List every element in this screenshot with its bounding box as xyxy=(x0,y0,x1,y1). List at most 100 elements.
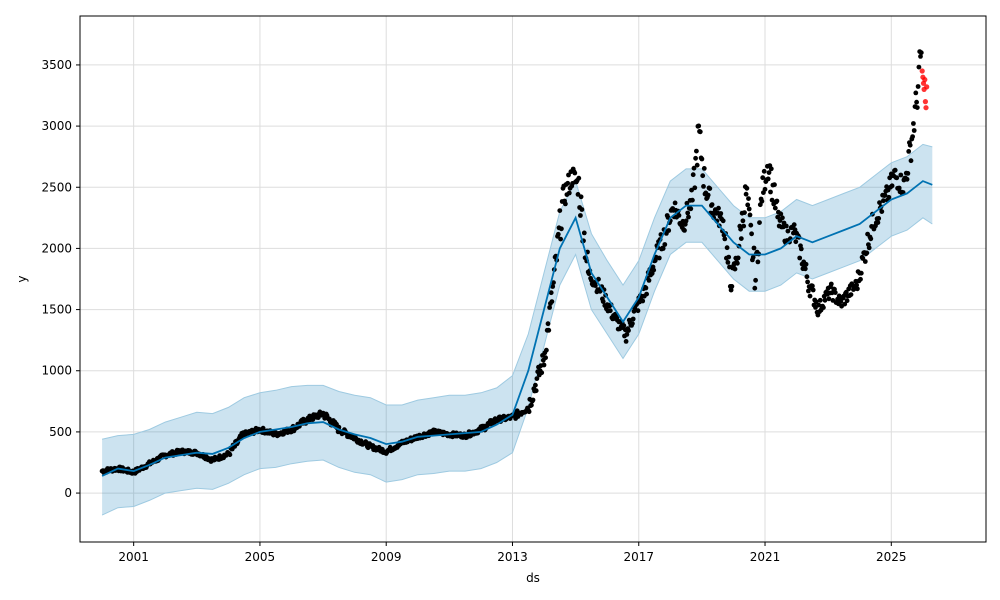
observed-point xyxy=(626,328,631,333)
observed-point xyxy=(725,260,731,265)
observed-point xyxy=(646,278,652,283)
observed-point xyxy=(607,308,613,314)
observed-point xyxy=(804,274,810,280)
observed-point xyxy=(768,166,774,172)
holdout-point xyxy=(922,77,928,83)
observed-point xyxy=(682,228,687,233)
observed-point xyxy=(894,175,900,181)
y-axis-ticks: 0 500 1000 1500 2000 2500 3000 3500 xyxy=(41,58,80,500)
observed-point xyxy=(656,255,662,261)
observed-point xyxy=(551,280,556,285)
y-tick-label: 1500 xyxy=(41,303,72,317)
y-tick-label: 3500 xyxy=(41,58,72,72)
observed-point xyxy=(600,299,606,304)
y-tick-label: 3000 xyxy=(41,119,72,133)
observed-point xyxy=(547,305,552,310)
holdout-points xyxy=(919,68,930,111)
observed-point xyxy=(904,176,910,182)
observed-point xyxy=(545,321,551,327)
observed-point xyxy=(529,402,534,408)
x-tick-label: 2005 xyxy=(245,550,276,564)
observed-point xyxy=(534,376,540,381)
x-axis-ticks: 2001 2005 2009 2013 2017 2021 2025 xyxy=(118,542,907,564)
observed-point xyxy=(748,222,754,228)
observed-point xyxy=(592,283,598,288)
observed-point xyxy=(738,236,744,242)
observed-point xyxy=(635,308,641,314)
observed-point xyxy=(544,347,549,353)
observed-point xyxy=(896,185,902,191)
observed-point xyxy=(778,211,784,217)
observed-point xyxy=(685,210,691,216)
observed-point xyxy=(848,292,854,297)
observed-point xyxy=(844,298,850,304)
observed-point xyxy=(761,168,767,174)
observed-point xyxy=(911,121,916,126)
forecast-line-group xyxy=(101,180,933,477)
observed-point xyxy=(722,236,728,242)
observed-point xyxy=(828,281,834,287)
observed-point xyxy=(672,200,678,206)
observed-point xyxy=(735,260,740,266)
observed-point xyxy=(762,186,768,192)
observed-point xyxy=(724,245,730,251)
observed-point xyxy=(876,216,882,221)
observed-point xyxy=(821,305,826,310)
observed-point xyxy=(716,205,721,211)
x-tick-label: 2013 xyxy=(497,550,528,564)
observed-point xyxy=(892,167,898,173)
observed-point xyxy=(684,200,690,206)
observed-point xyxy=(866,245,872,251)
y-tick-label: 1000 xyxy=(41,364,72,378)
observed-point xyxy=(862,259,868,264)
observed-point xyxy=(780,215,785,221)
observed-point xyxy=(726,254,732,260)
observed-point xyxy=(630,321,635,326)
observed-point xyxy=(855,286,860,292)
x-axis-label: ds xyxy=(526,571,540,585)
observed-point xyxy=(630,316,636,322)
observed-point xyxy=(879,209,885,215)
observed-point xyxy=(751,245,757,251)
x-tick-label: 2009 xyxy=(371,550,402,564)
observed-point xyxy=(566,190,572,196)
observed-point xyxy=(882,192,888,198)
observed-point xyxy=(877,200,882,206)
observed-point xyxy=(559,226,564,232)
observed-point xyxy=(676,213,682,218)
observed-point xyxy=(651,267,657,273)
observed-point xyxy=(566,172,571,178)
observed-point xyxy=(791,222,797,228)
interval-upper-line xyxy=(101,143,933,440)
observed-point xyxy=(707,186,713,192)
observed-point xyxy=(729,284,735,289)
observed-point xyxy=(858,270,864,276)
observed-point xyxy=(720,218,726,224)
observed-point xyxy=(907,142,913,148)
observed-point xyxy=(662,242,668,247)
observed-point xyxy=(530,397,536,403)
observed-point xyxy=(768,189,773,195)
observed-point xyxy=(807,293,813,299)
observed-point xyxy=(752,285,758,291)
observed-point xyxy=(749,231,754,237)
observed-point xyxy=(694,162,700,168)
observed-point xyxy=(810,283,815,289)
x-tick-label: 2001 xyxy=(118,550,149,564)
observed-point xyxy=(546,327,552,333)
observed-point xyxy=(858,276,863,282)
observed-point xyxy=(732,266,738,272)
observed-point xyxy=(813,299,819,305)
observed-point xyxy=(797,255,803,261)
observed-point xyxy=(735,255,741,261)
y-axis-label: y xyxy=(15,275,29,282)
observed-point xyxy=(914,105,920,110)
observed-point xyxy=(810,287,816,293)
observed-point xyxy=(666,228,672,233)
observed-point xyxy=(746,206,752,212)
observed-point xyxy=(747,212,753,218)
observed-point xyxy=(832,290,838,295)
observed-point xyxy=(690,197,695,203)
observed-point xyxy=(718,211,724,216)
observed-point xyxy=(905,171,911,176)
